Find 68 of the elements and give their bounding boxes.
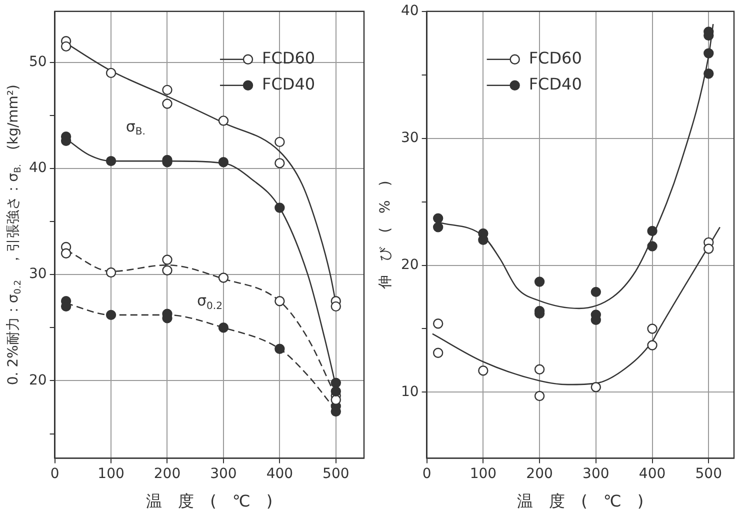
x-axis-title: 温 度 ( ℃ ) (517, 491, 644, 510)
point (330, 386, 341, 396)
point (274, 202, 285, 213)
point (478, 366, 488, 376)
point (106, 310, 116, 320)
y-tick-label: 40 (28, 160, 47, 176)
x-tick-label: 300 (210, 466, 237, 482)
point (432, 348, 444, 358)
point (647, 340, 658, 350)
legend-label: FCD60 (528, 48, 582, 68)
legend-label: FCD60 (262, 48, 316, 68)
point (704, 244, 714, 254)
x-tick-label: 400 (266, 466, 294, 482)
x-tick-label: 500 (322, 466, 350, 482)
point (590, 286, 602, 298)
legend-label: FCD40 (528, 74, 582, 94)
point (106, 267, 116, 278)
point (218, 272, 229, 283)
point (274, 136, 285, 148)
x-tick-label: 500 (695, 466, 722, 482)
point (432, 318, 444, 329)
legend-label: FCD40 (262, 74, 316, 94)
x-tick-label: 200 (526, 466, 553, 482)
point (60, 41, 72, 52)
point (162, 254, 172, 265)
y-axis-title: 伸 び ( % ) (378, 180, 394, 290)
point (60, 248, 72, 258)
point (432, 222, 444, 232)
point (590, 382, 602, 392)
point (162, 84, 172, 96)
y-tick-label: 50 (28, 54, 47, 70)
point (534, 276, 545, 287)
text: 0. 2%耐力：σ0.2 ，引張強さ：σB. (kg/mm²) (6, 84, 24, 386)
y-tick-label: 30 (400, 130, 419, 146)
point (218, 322, 229, 333)
point (274, 158, 285, 168)
point (106, 68, 116, 78)
point (162, 98, 172, 109)
point (534, 364, 545, 374)
x-tick-label: 100 (470, 466, 497, 482)
x-tick-label: 400 (638, 466, 666, 482)
point (106, 156, 116, 166)
y-tick-label: 20 (400, 256, 419, 273)
point (274, 296, 285, 306)
point (330, 394, 341, 405)
point (218, 157, 229, 168)
x-tick-label: 0 (50, 466, 60, 482)
point (704, 68, 714, 79)
y-tick-label: 30 (28, 266, 47, 282)
y-tick-label: 10 (400, 384, 419, 400)
point (647, 241, 658, 252)
point (647, 226, 658, 236)
point (330, 378, 341, 388)
x-tick-label: 100 (98, 466, 124, 482)
x-tick-label: 300 (582, 466, 610, 482)
point (534, 390, 545, 402)
point (432, 213, 444, 224)
point (330, 301, 341, 312)
point (218, 116, 229, 126)
point (274, 344, 285, 354)
point (647, 324, 658, 334)
y-tick-label: 20 (28, 372, 47, 388)
point (704, 48, 714, 58)
x-tick-label: 0 (422, 466, 432, 482)
x-axis-title: 温 度 ( ℃ ) (146, 491, 273, 510)
x-tick-label: 200 (154, 466, 181, 482)
point (162, 265, 172, 276)
y-tick-label: 40 (400, 3, 419, 20)
